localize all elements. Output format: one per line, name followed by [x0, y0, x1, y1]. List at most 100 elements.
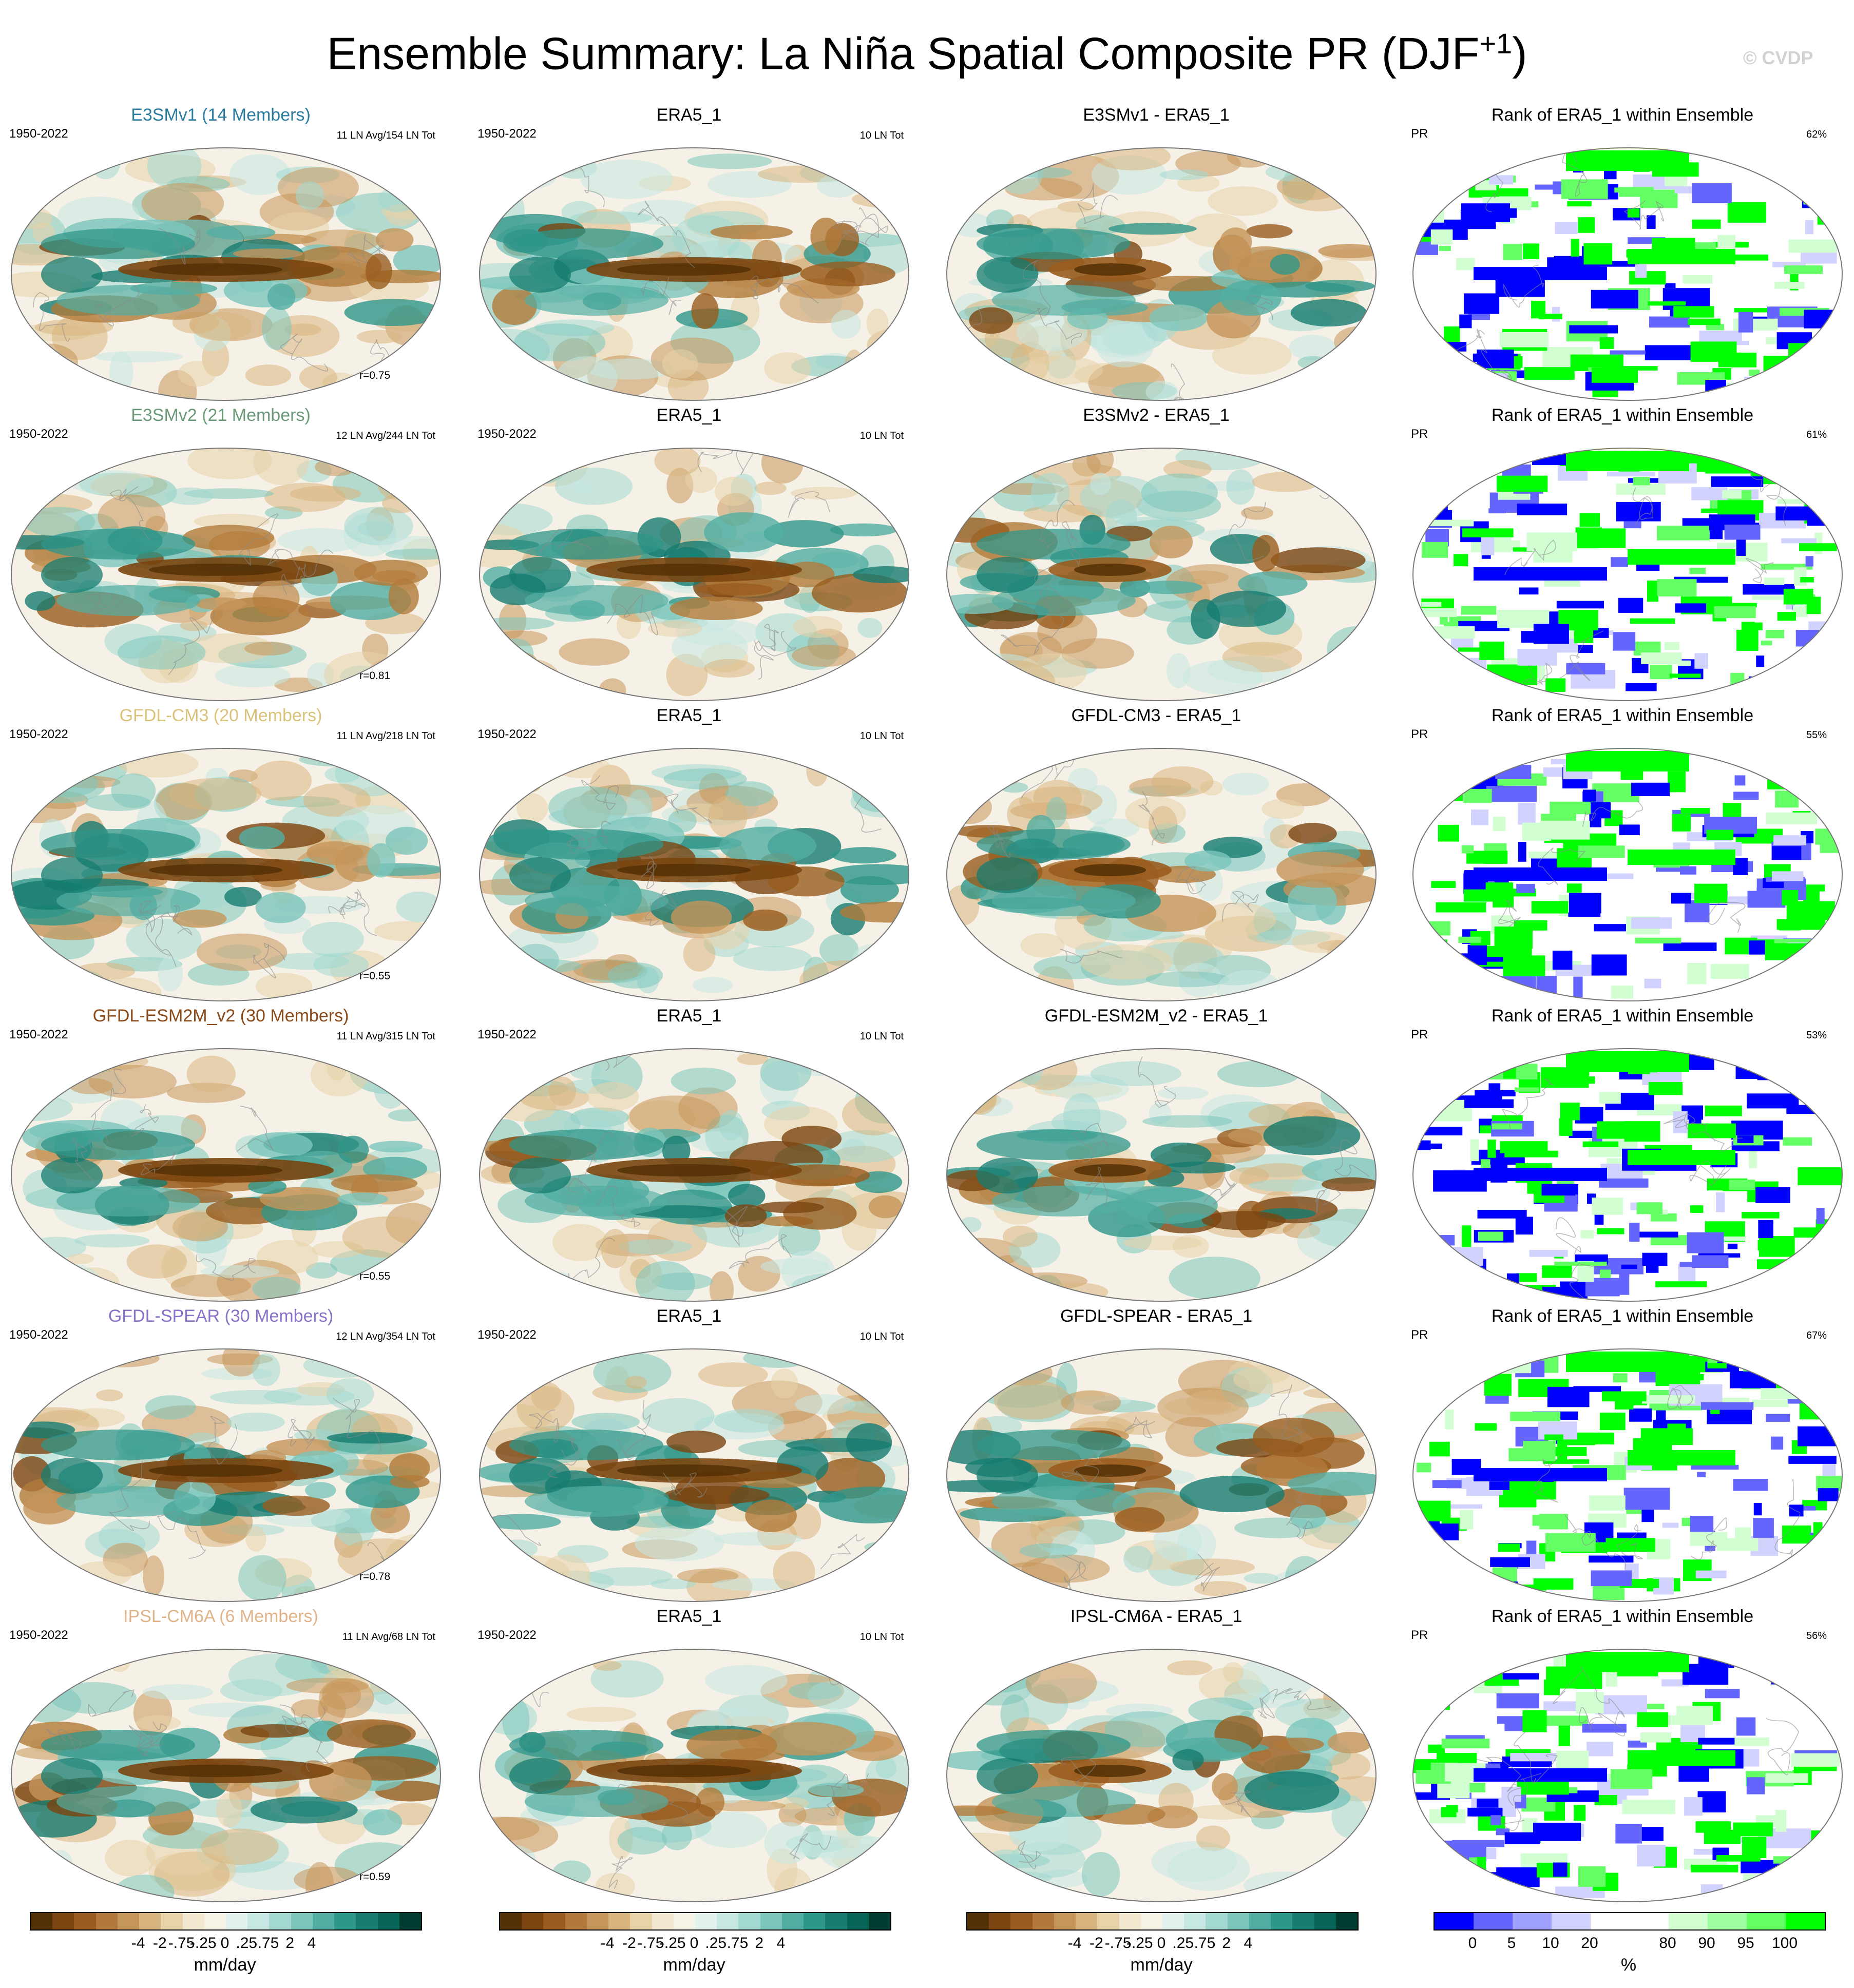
diff-map	[946, 1649, 1377, 1902]
colorbar-tick-label: 4	[1244, 1935, 1253, 1952]
event-count-label: 10 LN Tot	[859, 1031, 904, 1042]
colorbar-tick-label: 0	[1468, 1935, 1477, 1952]
obs-map	[479, 1649, 909, 1902]
colorbar-swatch	[1249, 1913, 1271, 1929]
model-panel: GFDL-SPEAR (30 Members) 1950-2022 12 LN Av…	[0, 1306, 442, 1602]
diff-map	[946, 147, 1377, 401]
figure-title: Ensemble Summary: La Niña Spatial Compos…	[0, 15, 1854, 82]
colorbar-swatches	[966, 1912, 1359, 1931]
colorbar-swatch	[1271, 1913, 1293, 1929]
colorbar-swatch	[1054, 1913, 1076, 1929]
colorbar-unit: mm/day	[1130, 1955, 1193, 1975]
colorbar-swatch	[522, 1913, 544, 1929]
colorbar-tick-label: 90	[1698, 1935, 1715, 1952]
model-map	[11, 1348, 441, 1602]
colorbar-swatch	[1184, 1913, 1206, 1929]
panel-title: GFDL-CM3 - ERA5_1	[1071, 706, 1241, 725]
colorbar-tick-label: .25	[236, 1935, 258, 1952]
colorbar-swatch	[1591, 1913, 1630, 1929]
colorbar-swatch	[95, 1913, 118, 1929]
coastlines	[71, 1068, 274, 1281]
diff-field	[947, 1049, 1376, 1301]
panel-title: Rank of ERA5_1 within Ensemble	[1491, 1607, 1754, 1626]
panel-title: IPSL-CM6A (6 Members)	[123, 1607, 318, 1626]
pattern-correlation: r=0.81	[359, 670, 391, 682]
diff-map	[946, 1048, 1377, 1302]
model-field	[11, 148, 441, 400]
colorbar-swatch	[377, 1913, 399, 1929]
period-label: 1950-2022	[9, 127, 68, 141]
coastlines	[87, 486, 333, 675]
colorbar-swatch	[825, 1913, 847, 1929]
period-label: 1950-2022	[477, 1628, 537, 1642]
colorbar-swatch	[673, 1913, 695, 1929]
event-count-label: 12 LN Avg/354 LN Tot	[336, 1331, 435, 1342]
coastlines	[1533, 1385, 1801, 1570]
pr-colorbar: -4 -2 -.75 -.25 0 .25.75 2 4 mm/day	[966, 1912, 1359, 1984]
colorbar-swatch	[1335, 1913, 1358, 1929]
variable-label: PR	[1411, 727, 1428, 741]
pattern-correlation: r=0.55	[359, 970, 391, 982]
colorbar-tick-label: -.25	[189, 1935, 217, 1952]
rank-panel: Rank of ERA5_1 within Ensemble PR 53%	[1402, 1006, 1843, 1302]
colorbar-swatch	[608, 1913, 630, 1929]
model-map	[11, 1649, 441, 1902]
rank-percent-label: 62%	[1806, 129, 1827, 140]
colorbar-tick-label: 20	[1581, 1935, 1598, 1952]
colorbar-tick-label: -.25	[1126, 1935, 1153, 1952]
event-count-label: 10 LN Tot	[859, 430, 904, 441]
colorbar-tick-label: 10	[1542, 1935, 1559, 1952]
panel-title: ERA5_1	[656, 1607, 722, 1626]
colorbar-tick-label: 2	[755, 1935, 763, 1952]
panel-title: Rank of ERA5_1 within Ensemble	[1491, 1306, 1754, 1326]
colorbar-swatch	[500, 1913, 522, 1929]
colorbar-swatch	[1786, 1913, 1825, 1929]
colorbar-tick-label: -.75	[1104, 1935, 1132, 1952]
panel-title: GFDL-ESM2M_v2 (30 Members)	[92, 1006, 349, 1026]
diff-map	[946, 748, 1377, 1001]
diff-map	[946, 448, 1377, 701]
panel-title: E3SMv2 (21 Members)	[131, 406, 311, 425]
panel-title: E3SMv1 - ERA5_1	[1083, 105, 1230, 125]
colorbar-swatch	[1010, 1913, 1033, 1929]
colorbar-tick-label: 95	[1737, 1935, 1754, 1952]
colorbar-tick-label: -2	[1089, 1935, 1103, 1952]
diff-panel: E3SMv1 - ERA5_1	[935, 105, 1377, 401]
obs-panel: ERA5_1 1950-2022 10 LN Tot	[468, 406, 910, 701]
cvdp-watermark: © CVDP	[1743, 47, 1813, 68]
colorbar-swatch	[182, 1913, 204, 1929]
colorbar-swatch	[967, 1913, 989, 1929]
colorbar-swatch	[804, 1913, 826, 1929]
rank-panel: Rank of ERA5_1 within Ensemble PR 62%	[1402, 105, 1843, 401]
colorbar-swatch	[1206, 1913, 1228, 1929]
colorbar-swatches	[499, 1912, 891, 1931]
colorbar-swatch	[204, 1913, 226, 1929]
rank-percent-label: 61%	[1806, 429, 1827, 440]
colorbar-swatch	[161, 1913, 183, 1929]
colorbar-swatch	[543, 1913, 565, 1929]
rank-colorbar: 0 5 10 20 80 90 95 100%	[1433, 1912, 1826, 1984]
rank-panel: Rank of ERA5_1 within Ensemble PR 67%	[1402, 1306, 1843, 1602]
panel-title: Rank of ERA5_1 within Ensemble	[1491, 105, 1754, 125]
colorbar-swatch	[139, 1913, 161, 1929]
colorbar-swatch	[630, 1913, 652, 1929]
coastlines	[1061, 1384, 1314, 1592]
rank-panel: Rank of ERA5_1 within Ensemble PR 55%	[1402, 706, 1843, 1001]
colorbar-swatch	[1032, 1913, 1054, 1929]
model-map	[11, 147, 441, 401]
diff-panel: GFDL-CM3 - ERA5_1	[935, 706, 1377, 1001]
rank-map	[1412, 1048, 1843, 1302]
figure-title-text: Ensemble Summary: La Niña Spatial Compos…	[327, 28, 1480, 79]
coastlines	[45, 1689, 330, 1772]
obs-field	[480, 1650, 909, 1902]
period-label: 1950-2022	[477, 1028, 537, 1041]
colorbar-tick-label: -.25	[659, 1935, 686, 1952]
period-label: 1950-2022	[477, 1328, 537, 1342]
colorbar-tick-label: -4	[600, 1935, 615, 1952]
colorbar-tick-label: 5	[1507, 1935, 1516, 1952]
pr-colorbar: -4 -2 -.75 -.25 0 .25.75 2 4 mm/day	[30, 1912, 422, 1984]
panel-title: Rank of ERA5_1 within Ensemble	[1491, 706, 1754, 725]
diff-panel: GFDL-ESM2M_v2 - ERA5_1	[935, 1006, 1377, 1302]
colorbar-tick-label: 4	[307, 1935, 316, 1952]
panel-title: ERA5_1	[656, 706, 722, 725]
